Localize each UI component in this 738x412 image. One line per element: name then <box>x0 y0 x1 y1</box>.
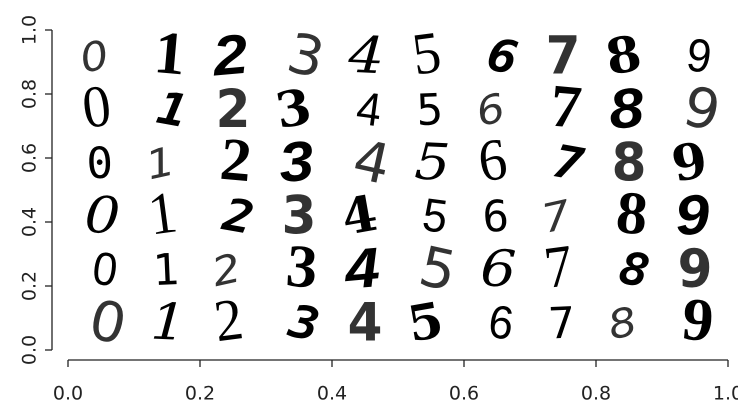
digit: 0 <box>85 139 114 190</box>
digit: 2 <box>216 79 251 141</box>
y-tick-label: 0.6 <box>19 143 41 173</box>
digit: 3 <box>284 232 321 302</box>
digit: 4 <box>346 25 385 85</box>
x-tick-label: 1.0 <box>713 383 738 405</box>
digit: 9 <box>680 285 717 355</box>
digit: 0 <box>83 185 121 245</box>
digit: 4 <box>348 292 383 354</box>
digit: 3 <box>276 130 316 194</box>
y-tick-label: 0.8 <box>19 79 41 109</box>
x-tick-label: 0.8 <box>581 383 611 405</box>
digit: 1 <box>151 245 180 296</box>
digit: 1 <box>149 292 187 352</box>
y-tick-label: 0.0 <box>19 335 41 365</box>
y-tick-label: 0.2 <box>19 271 41 301</box>
digit: 9 <box>672 183 712 247</box>
digit: 8 <box>601 24 645 87</box>
y-tick-label: 1.0 <box>19 15 41 45</box>
digit: 2 <box>209 23 250 87</box>
digit: 8 <box>606 77 646 141</box>
digit-image: 0000001111112222223333334444445555556666… <box>68 19 728 355</box>
digit: 7 <box>546 25 581 87</box>
digit: 6 <box>479 239 517 299</box>
digit: 4 <box>341 237 382 301</box>
digit: 2 <box>218 125 255 195</box>
x-tick-label: 0.6 <box>449 383 479 405</box>
digit: 5 <box>415 85 444 136</box>
digit: 6 <box>481 192 510 243</box>
x-tick-label: 0.4 <box>317 383 347 405</box>
digit: 8 <box>612 132 647 194</box>
digit: 8 <box>614 179 651 249</box>
digit: 5 <box>413 132 451 192</box>
x-tick-label: 0.0 <box>53 383 83 405</box>
image-background <box>68 30 728 350</box>
digit: 3 <box>282 185 317 247</box>
x-tick-label: 0.2 <box>185 383 215 405</box>
digit: 7 <box>547 299 576 350</box>
digit: 1 <box>152 19 189 89</box>
digit: 7 <box>548 72 585 142</box>
y-tick-label: 0.4 <box>19 207 41 237</box>
digit: 9 <box>678 239 713 301</box>
